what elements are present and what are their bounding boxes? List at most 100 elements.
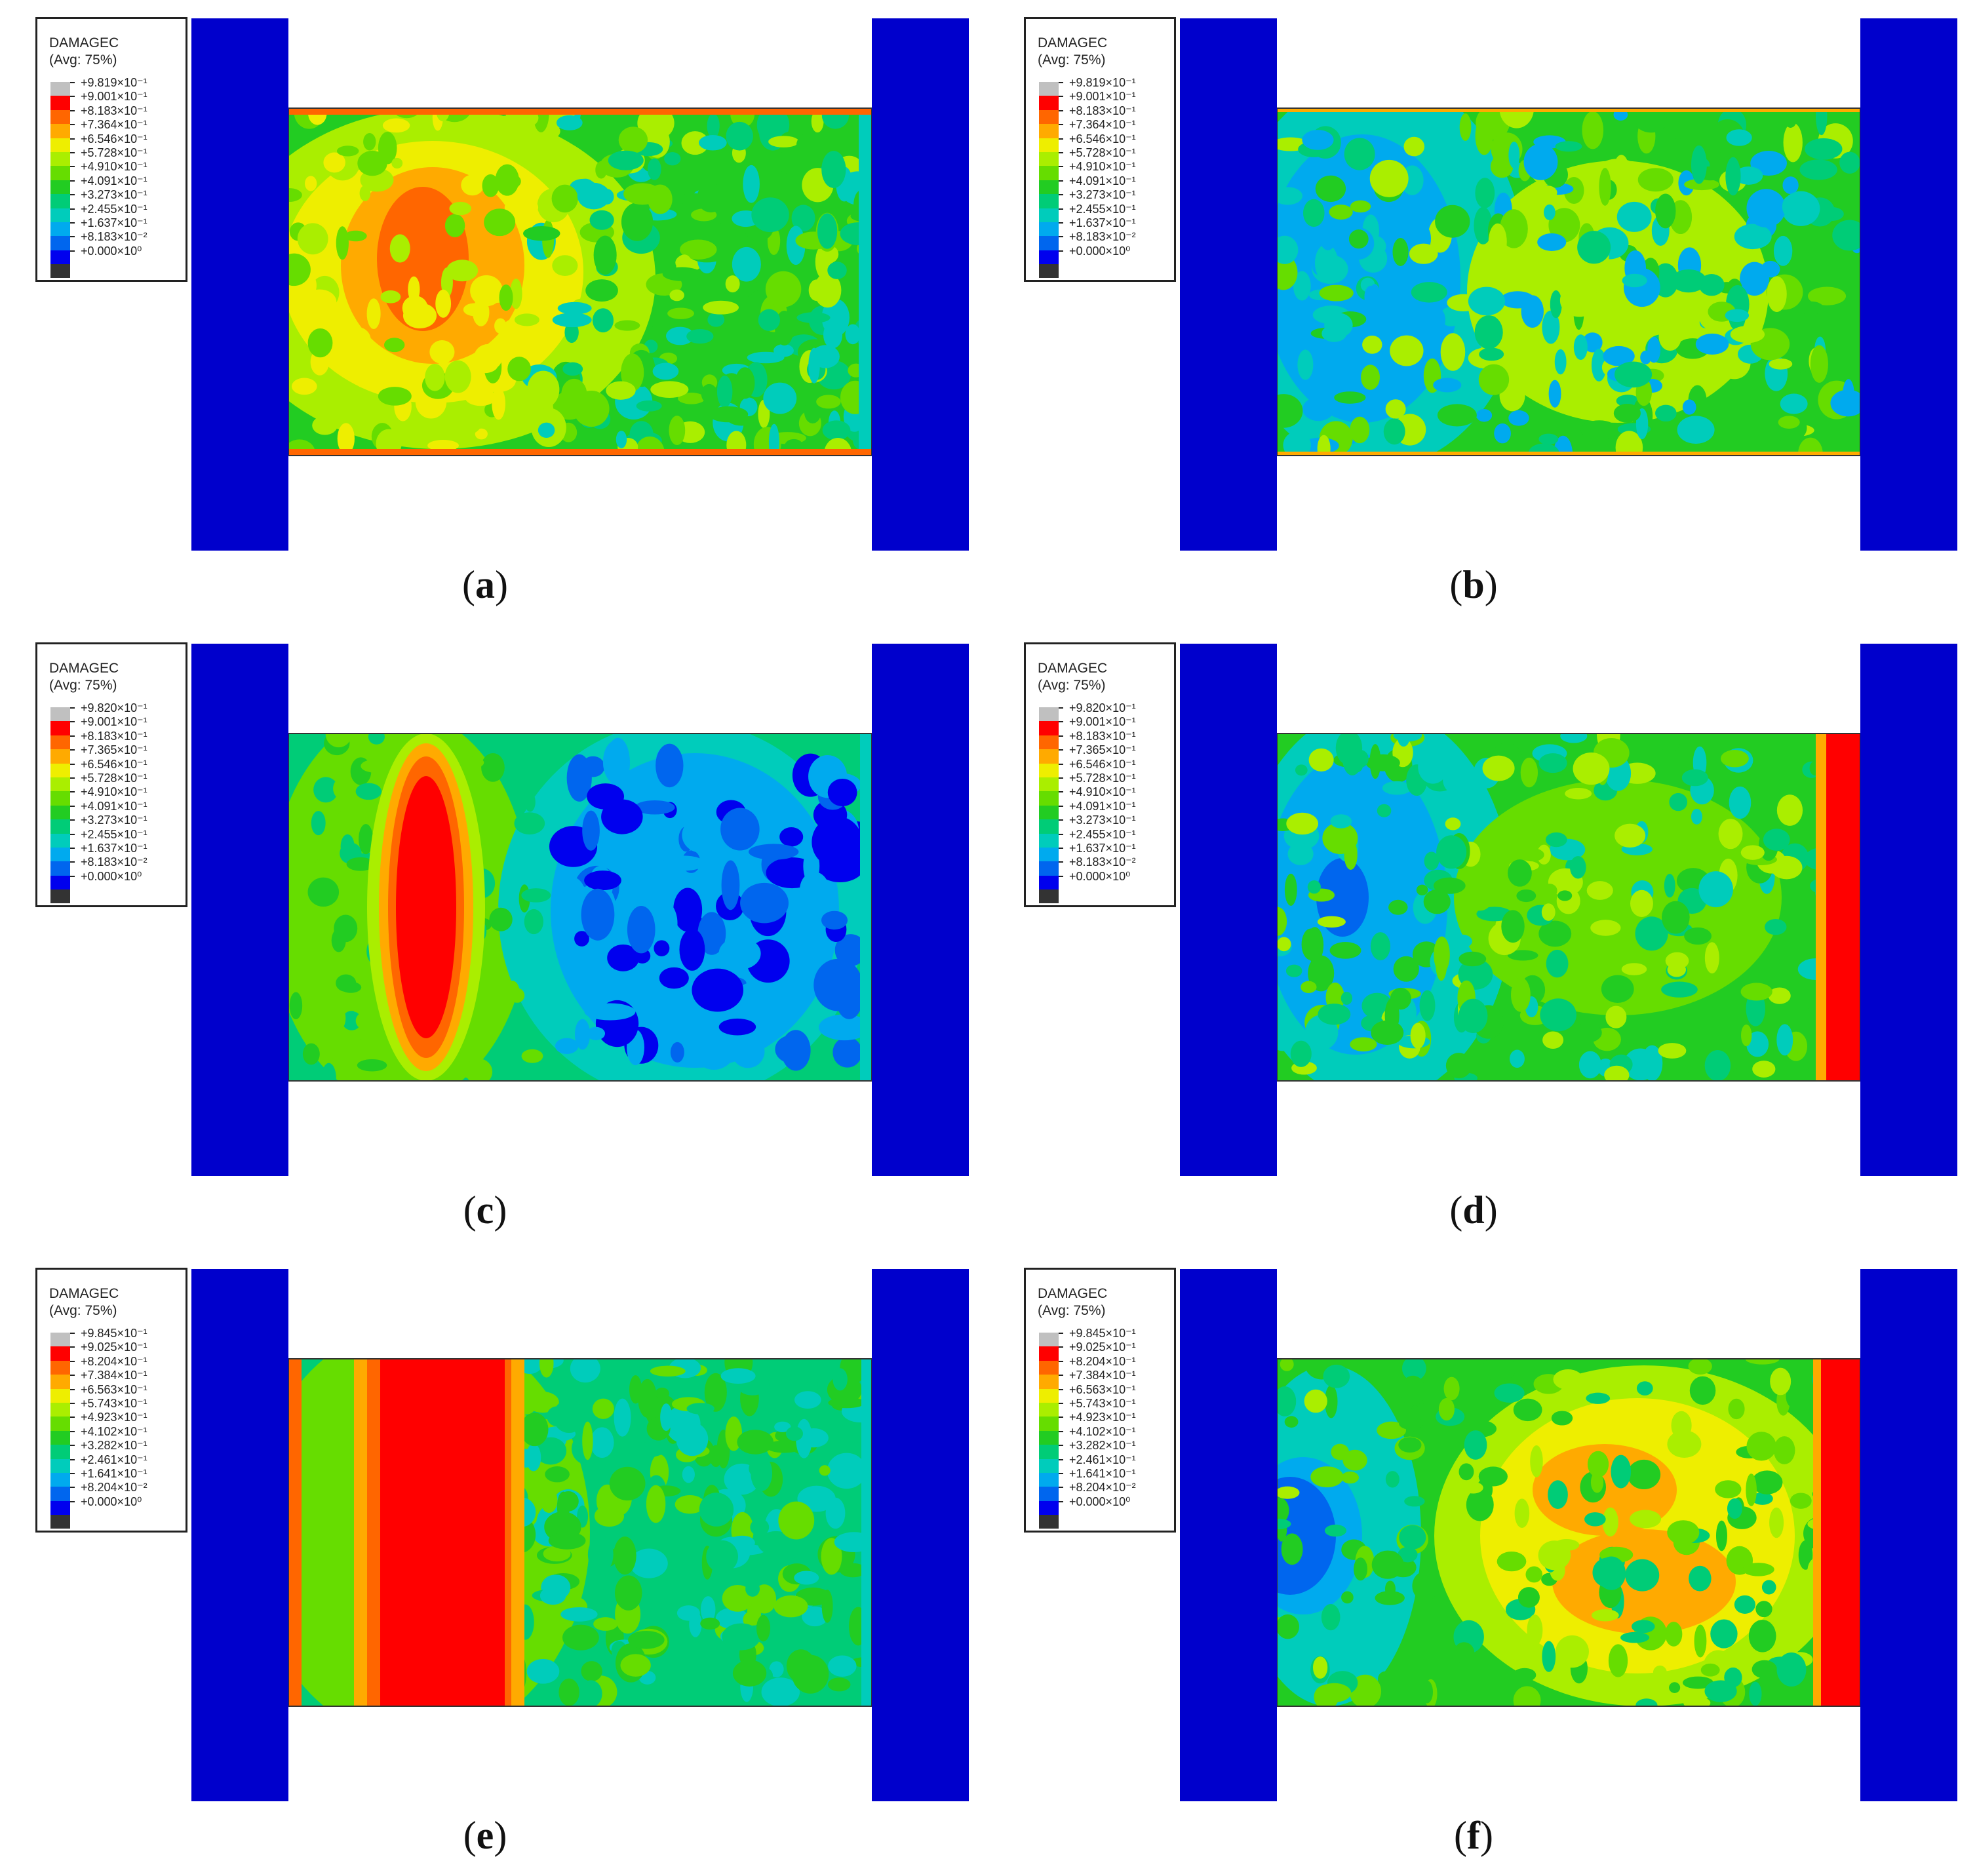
legend-row — [50, 264, 188, 279]
panel-caption-letter: e — [476, 1814, 494, 1857]
legend-row — [50, 889, 188, 904]
specimen-damage-field — [1277, 733, 1860, 1081]
legend-subtitle: (Avg: 75%) — [1038, 678, 1106, 693]
legend-row: +2.455×10⁻¹ — [50, 828, 188, 848]
damage-contour-plot — [1180, 1269, 1957, 1801]
legend-value: +1.641×10⁻¹ — [81, 1466, 147, 1480]
legend-row: +4.102×10⁻¹ — [1039, 1425, 1177, 1445]
legend-value: +4.923×10⁻¹ — [1069, 1411, 1136, 1424]
panel-caption: (d) — [1449, 1188, 1498, 1232]
legend-value: +9.845×10⁻¹ — [1069, 1327, 1136, 1340]
legend-swatch — [1039, 777, 1059, 792]
legend-swatch — [1039, 1472, 1059, 1487]
legend-value: +0.000×10⁰ — [1069, 869, 1131, 883]
legend-row: +8.183×10⁻¹ — [1039, 730, 1177, 750]
legend-value: +0.000×10⁰ — [1069, 244, 1131, 258]
legend-value: +5.728×10⁻¹ — [1069, 146, 1136, 159]
legend-row: +7.364×10⁻¹ — [50, 118, 188, 138]
legend-swatch — [50, 264, 70, 279]
legend-swatch — [1039, 861, 1059, 876]
legend-value: +6.563×10⁻¹ — [81, 1382, 147, 1396]
left-platen — [191, 1269, 288, 1801]
legend-value: +5.743×10⁻¹ — [81, 1396, 147, 1410]
legend-swatch — [50, 1402, 70, 1417]
right-platen — [872, 1269, 969, 1801]
legend-value: +7.365×10⁻¹ — [1069, 743, 1136, 757]
color-legend: DAMAGEC (Avg: 75%) +9.819×10⁻¹ +9.001×10⁻¹ +… — [1024, 17, 1176, 282]
legend-row: +4.091×10⁻¹ — [1039, 174, 1177, 195]
legend-value: +8.204×10⁻² — [1069, 1481, 1136, 1495]
legend-row: +0.000×10⁰ — [50, 1495, 188, 1515]
legend-swatch — [1039, 96, 1059, 110]
legend-swatch — [50, 151, 70, 166]
specimen-damage-field — [288, 733, 872, 1081]
legend-swatch — [50, 82, 70, 96]
legend-row: +4.910×10⁻¹ — [1039, 160, 1177, 180]
legend-row: +3.273×10⁻¹ — [1039, 188, 1177, 208]
legend-value: +4.910×10⁻¹ — [1069, 785, 1136, 799]
legend-row: +8.183×10⁻¹ — [1039, 104, 1177, 125]
legend-swatch — [50, 1472, 70, 1487]
legend-swatch — [1039, 1515, 1059, 1529]
specimen-damage-field — [288, 108, 872, 456]
legend-row: +1.637×10⁻¹ — [1039, 842, 1177, 862]
legend-value: +9.025×10⁻¹ — [1069, 1340, 1136, 1354]
legend-row: +4.091×10⁻¹ — [1039, 800, 1177, 820]
damage-contour-plot — [1180, 18, 1957, 551]
legend-value: +3.282×10⁻¹ — [1069, 1439, 1136, 1453]
legend-value: +3.273×10⁻¹ — [81, 813, 147, 827]
legend-swatch — [50, 875, 70, 890]
legend-value: +8.183×10⁻¹ — [1069, 104, 1136, 117]
legend-swatch — [50, 1417, 70, 1431]
panel-a: DAMAGEC (Avg: 75%) +9.819×10⁻¹ +9.001×10⁻¹ +… — [0, 0, 989, 625]
legend-row: +6.563×10⁻¹ — [1039, 1383, 1177, 1403]
legend-swatch — [1039, 250, 1059, 265]
legend-row: +2.455×10⁻¹ — [1039, 828, 1177, 848]
legend-value: +3.273×10⁻¹ — [1069, 813, 1136, 827]
legend-value: +6.546×10⁻¹ — [81, 132, 147, 146]
legend-row: +7.364×10⁻¹ — [1039, 118, 1177, 138]
legend-value: +2.461×10⁻¹ — [1069, 1453, 1136, 1466]
legend-value: +0.000×10⁰ — [81, 244, 142, 258]
legend-value: +4.091×10⁻¹ — [1069, 799, 1136, 813]
legend-row: +2.461×10⁻¹ — [50, 1453, 188, 1473]
legend-title: DAMAGEC — [1038, 1286, 1108, 1301]
legend-row: +8.183×10⁻² — [50, 855, 188, 876]
legend-value: +9.819×10⁻¹ — [81, 76, 147, 89]
legend-row: +8.183×10⁻¹ — [50, 730, 188, 750]
panel-caption: (a) — [462, 563, 508, 606]
legend-value: +3.282×10⁻¹ — [81, 1439, 147, 1453]
legend-value: +2.455×10⁻¹ — [81, 202, 147, 216]
specimen-damage-field — [1277, 1359, 1860, 1706]
legend-swatch — [1039, 819, 1059, 834]
legend-swatch — [50, 833, 70, 848]
legend-row: +7.365×10⁻¹ — [50, 743, 188, 764]
legend-row: +1.641×10⁻¹ — [50, 1467, 188, 1487]
legend-row: +3.282×10⁻¹ — [50, 1439, 188, 1459]
legend-swatch — [50, 1388, 70, 1403]
legend-swatch — [50, 1487, 70, 1501]
legend-row: +9.001×10⁻¹ — [1039, 90, 1177, 110]
damage-contour-plot — [191, 18, 969, 551]
legend-row: +4.091×10⁻¹ — [50, 800, 188, 820]
legend-value: +6.546×10⁻¹ — [1069, 132, 1136, 146]
legend-subtitle: (Avg: 75%) — [49, 1303, 117, 1318]
damage-contour-plot — [191, 644, 969, 1176]
legend-row: +1.637×10⁻¹ — [50, 216, 188, 237]
legend-swatch — [50, 124, 70, 138]
legend-value: +8.183×10⁻¹ — [1069, 729, 1136, 743]
legend-swatch — [1039, 194, 1059, 208]
panel-caption: (b) — [1449, 563, 1498, 606]
panel-caption-letter: b — [1462, 563, 1485, 606]
legend-value: +9.845×10⁻¹ — [81, 1327, 147, 1340]
left-platen — [191, 18, 288, 551]
legend-swatch — [50, 1515, 70, 1529]
legend-row: +1.637×10⁻¹ — [50, 842, 188, 862]
color-legend: DAMAGEC (Avg: 75%) +9.820×10⁻¹ +9.001×10⁻¹ +… — [35, 642, 187, 907]
legend-subtitle: (Avg: 75%) — [1038, 1303, 1106, 1318]
legend-swatch — [1039, 1445, 1059, 1459]
legend-row: +9.819×10⁻¹ — [50, 76, 188, 96]
legend-row: +4.102×10⁻¹ — [50, 1425, 188, 1445]
legend-swatch — [50, 236, 70, 250]
legend-row: +4.923×10⁻¹ — [1039, 1411, 1177, 1431]
